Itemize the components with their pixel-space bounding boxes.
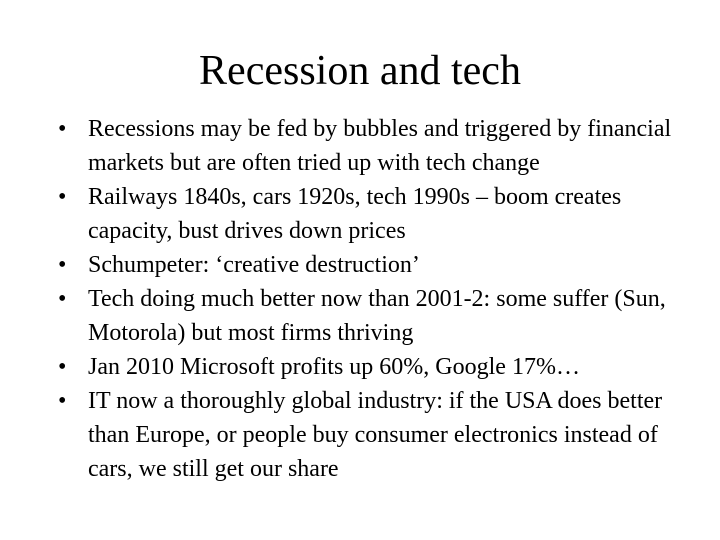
bullet-text: Schumpeter: ‘creative destruction’ [88,252,420,278]
bullet-text: IT now a thoroughly global industry: if … [88,388,663,482]
bullet-item: • Jan 2010 Microsoft profits up 60%, Goo… [58,350,708,384]
bullet-text: Tech doing much better now than 2001-2: … [88,286,666,346]
bullet-icon: • [58,116,67,142]
bullet-item: • Tech doing much better now than 2001-2… [58,282,708,350]
bullet-icon: • [58,388,67,414]
bullet-icon: • [58,184,67,210]
bullet-item: • Schumpeter: ‘creative destruction’ [58,248,708,282]
bullet-list: • Recessions may be fed by bubbles and t… [58,112,708,486]
bullet-item: • IT now a thoroughly global industry: i… [58,384,708,486]
bullet-icon: • [58,354,67,380]
bullet-icon: • [58,252,67,278]
bullet-text: Railways 1840s, cars 1920s, tech 1990s –… [88,184,622,244]
bullet-icon: • [58,286,67,312]
bullet-text: Jan 2010 Microsoft profits up 60%, Googl… [88,354,580,380]
bullet-item: • Railways 1840s, cars 1920s, tech 1990s… [58,180,708,248]
slide-title: Recession and tech [199,48,521,94]
bullet-text: Recessions may be fed by bubbles and tri… [88,116,672,176]
bullet-item: • Recessions may be fed by bubbles and t… [58,112,708,180]
